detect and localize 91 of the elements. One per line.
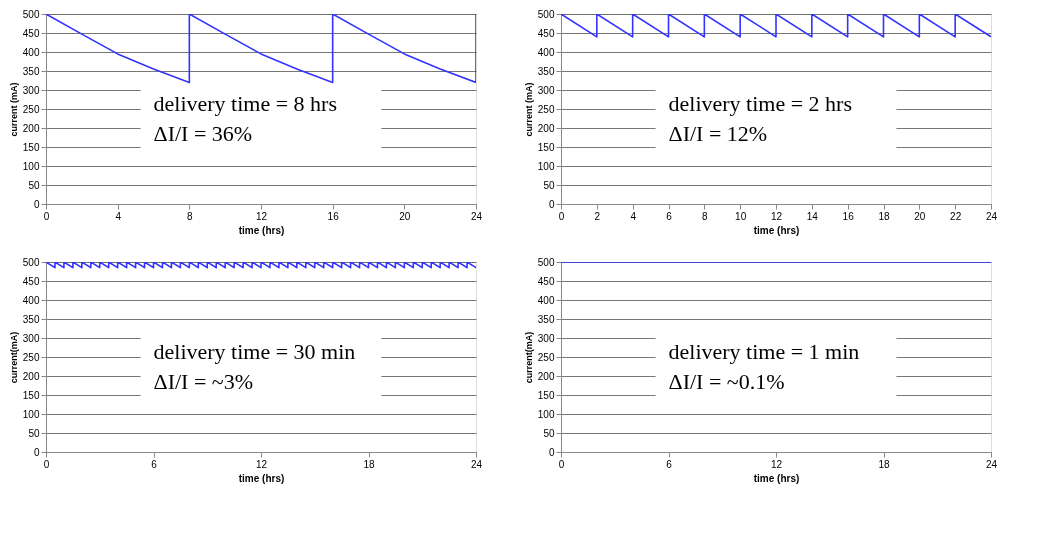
- y-tick-label: 500: [22, 256, 40, 268]
- annotation: delivery time = 1 min: [668, 339, 860, 365]
- y-tick-label: 250: [537, 351, 555, 363]
- y-tick-label: 250: [22, 103, 40, 115]
- y-axis-title: current (mA): [8, 82, 19, 137]
- y-tick-label: 200: [537, 122, 555, 134]
- x-tick-label: 8: [187, 210, 194, 222]
- y-axis-title: current(mA): [8, 331, 19, 384]
- y-tick-label: 50: [28, 179, 40, 191]
- annotation: delivery time = 8 hrs: [153, 91, 337, 117]
- x-tick-label: 4: [630, 210, 637, 222]
- x-tick-label: 24: [470, 210, 483, 222]
- x-tick-label: 12: [770, 210, 783, 222]
- y-tick-label: 450: [22, 27, 40, 39]
- x-tick-label: 8: [702, 210, 709, 222]
- y-tick-label: 100: [537, 160, 555, 172]
- annotation: delivery time = 30 min: [153, 339, 356, 365]
- y-tick-label: 400: [22, 294, 40, 306]
- y-tick-label: 200: [537, 370, 555, 382]
- x-tick-label: 4: [115, 210, 122, 222]
- y-tick-label: 250: [537, 103, 555, 115]
- x-tick-label: 6: [151, 458, 158, 470]
- y-tick-label: 450: [537, 27, 555, 39]
- y-tick-label: 150: [537, 141, 555, 153]
- x-tick-label: 0: [558, 210, 565, 222]
- y-tick-label: 300: [22, 84, 40, 96]
- x-tick-label: 12: [770, 458, 783, 470]
- y-tick-label: 50: [28, 427, 40, 439]
- y-tick-label: 50: [543, 427, 555, 439]
- x-axis-title: time (hrs): [753, 472, 800, 484]
- y-tick-label: 100: [22, 408, 40, 420]
- x-tick-label: 16: [327, 210, 340, 222]
- x-tick-label: 10: [735, 210, 747, 222]
- x-tick-label: 20: [399, 210, 411, 222]
- y-tick-label: 300: [22, 332, 40, 344]
- x-tick-label: 16: [842, 210, 855, 222]
- x-axis-title: time (hrs): [753, 224, 800, 236]
- y-tick-label: 0: [33, 446, 40, 458]
- x-axis-title: time (hrs): [238, 472, 285, 484]
- x-tick-label: 12: [255, 458, 268, 470]
- y-tick-label: 0: [548, 198, 555, 210]
- y-tick-label: 450: [537, 275, 555, 287]
- x-axis-title: time (hrs): [238, 224, 285, 236]
- y-tick-label: 250: [22, 351, 40, 363]
- y-tick-label: 50: [543, 179, 555, 191]
- annotation: ΔI/I = 36%: [153, 121, 253, 147]
- y-tick-label: 500: [537, 256, 555, 268]
- y-tick-label: 150: [22, 141, 40, 153]
- x-tick-label: 20: [914, 210, 926, 222]
- line-series: [46, 14, 476, 84]
- y-tick-label: 300: [537, 84, 555, 96]
- y-tick-label: 100: [537, 408, 555, 420]
- y-tick-label: 100: [22, 160, 40, 172]
- y-tick-label: 450: [22, 275, 40, 287]
- x-tick-label: 0: [558, 458, 565, 470]
- x-tick-label: 24: [470, 458, 483, 470]
- x-tick-label: 22: [950, 210, 962, 222]
- x-tick-label: 24: [985, 210, 998, 222]
- y-tick-label: 0: [548, 446, 555, 458]
- y-tick-label: 200: [22, 122, 40, 134]
- x-tick-label: 18: [363, 458, 375, 470]
- y-tick-label: 150: [537, 389, 555, 401]
- y-tick-label: 350: [22, 65, 40, 77]
- y-axis-title: current (mA): [523, 82, 534, 137]
- x-tick-label: 24: [985, 458, 998, 470]
- y-axis-title: current(mA): [523, 331, 534, 384]
- x-tick-label: 6: [666, 458, 673, 470]
- y-tick-label: 400: [537, 294, 555, 306]
- annotation: ΔI/I = ~3%: [153, 369, 254, 395]
- y-tick-label: 500: [537, 8, 555, 20]
- y-tick-label: 500: [22, 8, 40, 20]
- y-tick-label: 400: [22, 46, 40, 58]
- x-tick-label: 6: [666, 210, 673, 222]
- x-tick-label: 2: [594, 210, 601, 222]
- annotation: ΔI/I = ~0.1%: [668, 369, 785, 395]
- annotation: delivery time = 2 hrs: [668, 91, 852, 117]
- x-tick-label: 14: [806, 210, 819, 222]
- y-tick-label: 350: [537, 65, 555, 77]
- y-tick-label: 200: [22, 370, 40, 382]
- x-tick-label: 0: [43, 210, 50, 222]
- x-tick-label: 18: [878, 458, 890, 470]
- y-tick-label: 300: [537, 332, 555, 344]
- x-tick-label: 12: [255, 210, 268, 222]
- x-tick-label: 18: [878, 210, 890, 222]
- y-tick-label: 350: [22, 313, 40, 325]
- x-tick-label: 0: [43, 458, 50, 470]
- y-tick-label: 400: [537, 46, 555, 58]
- y-tick-label: 350: [537, 313, 555, 325]
- y-tick-label: 150: [22, 389, 40, 401]
- annotation: ΔI/I = 12%: [668, 121, 768, 147]
- y-tick-label: 0: [33, 198, 40, 210]
